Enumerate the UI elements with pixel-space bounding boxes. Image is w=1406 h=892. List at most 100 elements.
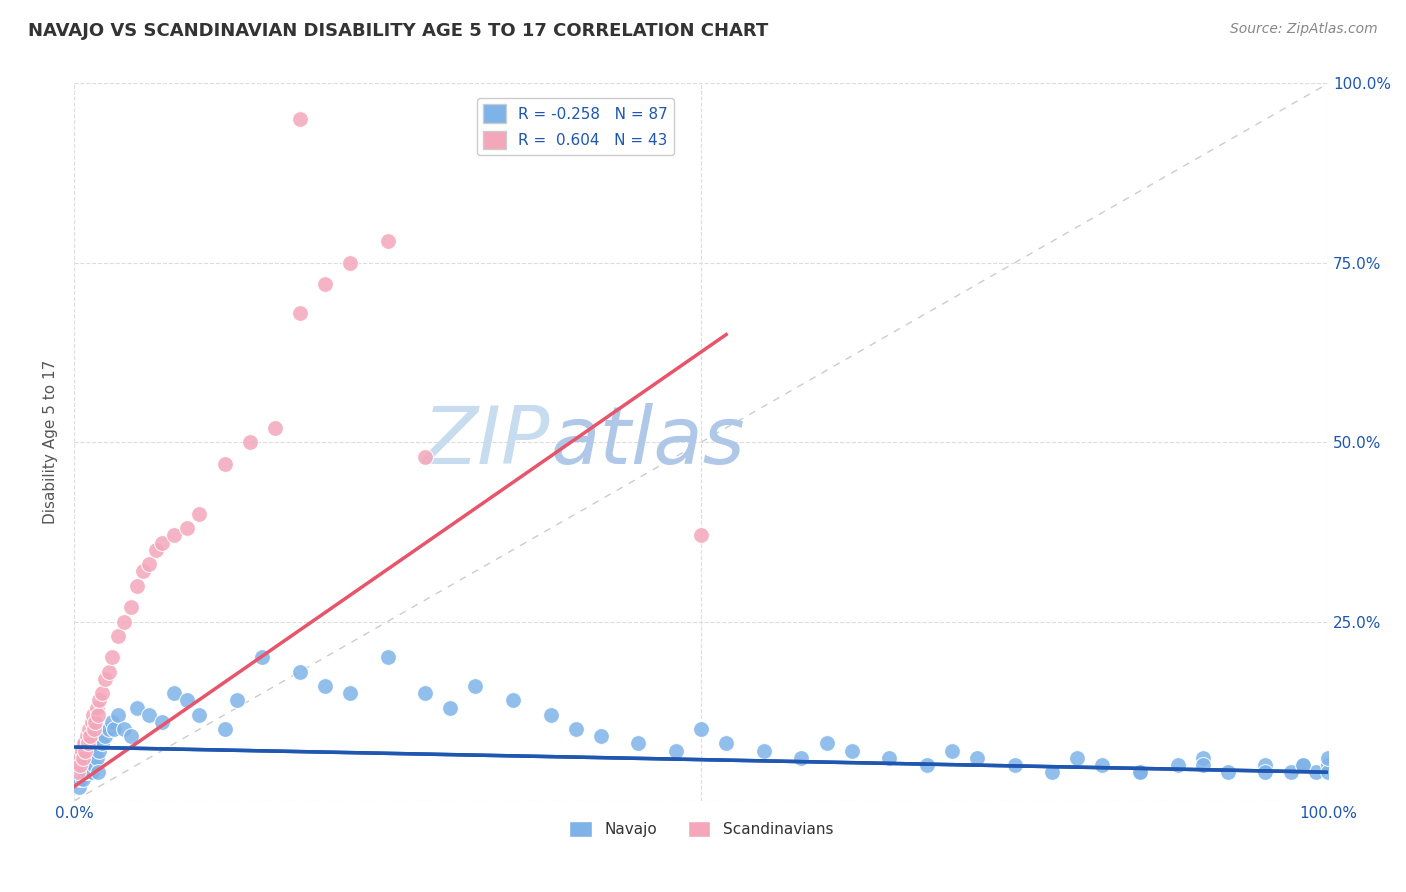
Point	[82, 707, 104, 722]
Point	[288, 112, 311, 127]
Text: Source: ZipAtlas.com: Source: ZipAtlas.com	[1230, 22, 1378, 37]
Point	[214, 457, 236, 471]
Point	[690, 528, 713, 542]
Point	[70, 744, 93, 758]
Point	[112, 615, 135, 629]
Point	[250, 650, 273, 665]
Point	[752, 744, 775, 758]
Point	[98, 722, 121, 736]
Point	[413, 450, 436, 464]
Point	[69, 772, 91, 787]
Point	[1040, 765, 1063, 780]
Point	[1292, 758, 1315, 772]
Point	[100, 714, 122, 729]
Point	[377, 234, 399, 248]
Point	[77, 737, 100, 751]
Point	[76, 744, 98, 758]
Point	[540, 707, 562, 722]
Point	[145, 542, 167, 557]
Y-axis label: Disability Age 5 to 17: Disability Age 5 to 17	[44, 360, 58, 524]
Point	[89, 744, 111, 758]
Point	[69, 758, 91, 772]
Point	[86, 751, 108, 765]
Point	[98, 665, 121, 679]
Point	[82, 737, 104, 751]
Point	[79, 729, 101, 743]
Point	[66, 765, 89, 780]
Point	[83, 722, 105, 736]
Point	[1191, 751, 1213, 765]
Point	[314, 679, 336, 693]
Point	[665, 744, 688, 758]
Point	[87, 707, 110, 722]
Point	[627, 737, 650, 751]
Point	[73, 751, 96, 765]
Text: NAVAJO VS SCANDINAVIAN DISABILITY AGE 5 TO 17 CORRELATION CHART: NAVAJO VS SCANDINAVIAN DISABILITY AGE 5 …	[28, 22, 768, 40]
Point	[89, 693, 111, 707]
Point	[112, 722, 135, 736]
Point	[75, 744, 97, 758]
Point	[439, 700, 461, 714]
Point	[67, 780, 90, 794]
Point	[70, 765, 93, 780]
Point	[239, 435, 262, 450]
Point	[502, 693, 524, 707]
Point	[77, 722, 100, 736]
Point	[82, 751, 104, 765]
Point	[77, 758, 100, 772]
Point	[150, 714, 173, 729]
Point	[413, 686, 436, 700]
Point	[1305, 765, 1327, 780]
Point	[75, 737, 97, 751]
Point	[790, 751, 813, 765]
Point	[67, 751, 90, 765]
Point	[73, 765, 96, 780]
Point	[564, 722, 586, 736]
Text: atlas: atlas	[551, 403, 745, 481]
Point	[72, 772, 94, 787]
Point	[1129, 765, 1152, 780]
Point	[915, 758, 938, 772]
Point	[690, 722, 713, 736]
Point	[176, 521, 198, 535]
Point	[339, 686, 361, 700]
Point	[84, 744, 107, 758]
Point	[214, 722, 236, 736]
Point	[1004, 758, 1026, 772]
Point	[120, 600, 142, 615]
Point	[79, 758, 101, 772]
Point	[72, 751, 94, 765]
Point	[1317, 765, 1340, 780]
Point	[150, 535, 173, 549]
Text: ZIP: ZIP	[423, 403, 551, 481]
Point	[77, 729, 100, 743]
Point	[90, 737, 112, 751]
Point	[125, 579, 148, 593]
Point	[87, 765, 110, 780]
Point	[841, 744, 863, 758]
Point	[76, 729, 98, 743]
Point	[226, 693, 249, 707]
Point	[314, 277, 336, 292]
Point	[75, 758, 97, 772]
Point	[1091, 758, 1114, 772]
Point	[73, 737, 96, 751]
Point	[339, 256, 361, 270]
Point	[1254, 758, 1277, 772]
Point	[65, 772, 87, 787]
Point	[1216, 765, 1239, 780]
Point	[100, 650, 122, 665]
Point	[125, 700, 148, 714]
Point	[288, 665, 311, 679]
Point	[72, 758, 94, 772]
Point	[1317, 751, 1340, 765]
Point	[77, 751, 100, 765]
Point	[1317, 758, 1340, 772]
Point	[120, 729, 142, 743]
Point	[84, 714, 107, 729]
Point	[83, 758, 105, 772]
Point	[1254, 765, 1277, 780]
Point	[80, 714, 103, 729]
Point	[176, 693, 198, 707]
Point	[107, 629, 129, 643]
